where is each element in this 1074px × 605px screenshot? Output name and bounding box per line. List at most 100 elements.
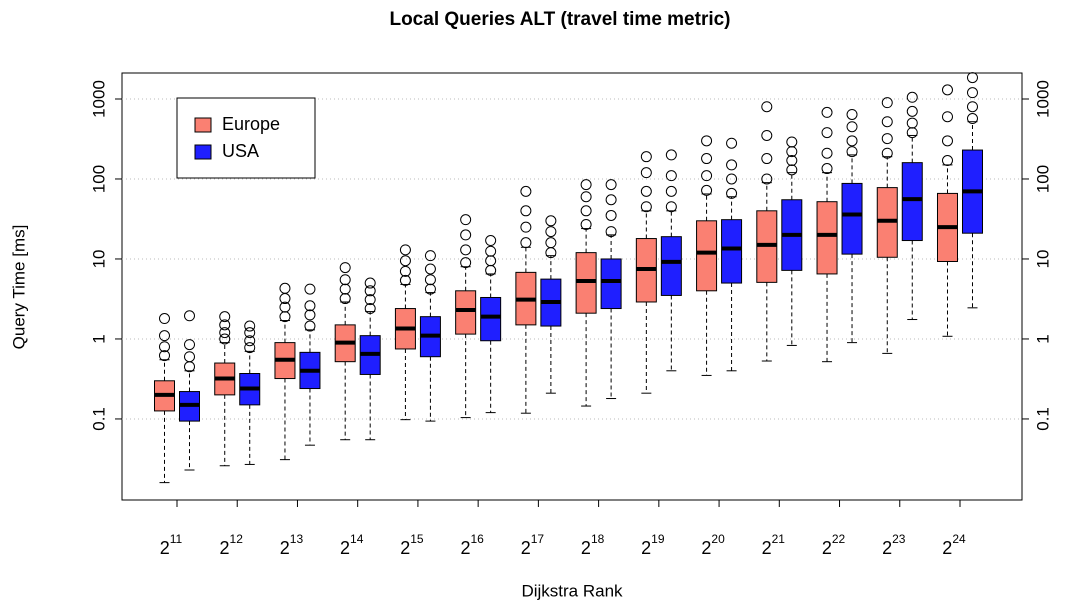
tick-base: 2 <box>701 538 711 558</box>
x-tick-label: 222 <box>822 532 846 558</box>
outlier <box>399 244 411 256</box>
outlier <box>605 194 617 206</box>
x-tick-label: 217 <box>521 532 545 558</box>
box <box>480 296 502 342</box>
outlier <box>821 106 833 118</box>
outlier <box>605 179 617 191</box>
outlier <box>520 237 532 249</box>
x-tick-label: 218 <box>581 532 605 558</box>
outlier <box>701 170 713 182</box>
y-tick-label: 100 <box>89 165 108 193</box>
outlier <box>761 173 773 185</box>
outlier <box>966 113 978 125</box>
y2-tick-label: 0.1 <box>1033 407 1052 431</box>
outlier <box>545 226 557 238</box>
legend-label: Europe <box>222 114 280 134</box>
outlier <box>279 301 291 313</box>
outlier <box>424 263 436 275</box>
outlier <box>304 283 316 295</box>
outlier <box>339 262 351 274</box>
outlier <box>304 320 316 332</box>
tick-base: 2 <box>762 538 772 558</box>
outlier <box>244 335 256 347</box>
outlier <box>906 91 918 103</box>
outlier <box>846 135 858 147</box>
outlier <box>184 339 195 351</box>
x-tick-label: 215 <box>400 532 424 558</box>
outlier <box>424 250 436 262</box>
x-tick-label: 213 <box>280 532 304 558</box>
tick-exponent: 11 <box>170 532 183 546</box>
outlier <box>665 170 677 182</box>
x-tick-label: 221 <box>762 532 786 558</box>
tick-exponent: 20 <box>711 532 725 546</box>
box <box>721 219 743 284</box>
outlier <box>364 303 376 315</box>
outlier <box>881 97 893 109</box>
box <box>816 201 838 275</box>
outlier <box>460 214 472 226</box>
outlier <box>665 149 677 161</box>
outlier <box>244 327 256 339</box>
outlier <box>701 184 713 196</box>
outlier <box>399 274 411 286</box>
tick-base: 2 <box>160 538 170 558</box>
outlier <box>485 255 497 267</box>
outlier <box>364 277 376 289</box>
outlier <box>520 221 532 233</box>
box <box>455 290 477 335</box>
outlier <box>219 319 231 331</box>
y2-tick-label: 100 <box>1033 165 1052 193</box>
outlier <box>184 351 195 363</box>
outlier <box>399 255 411 267</box>
tick-base: 2 <box>521 538 531 558</box>
x-tick-label: 219 <box>641 532 665 558</box>
outlier <box>761 101 773 113</box>
outlier <box>580 191 592 203</box>
tick-base: 2 <box>280 538 290 558</box>
box <box>841 182 863 255</box>
outlier <box>941 135 953 147</box>
outlier <box>605 209 617 221</box>
outlier <box>184 361 195 373</box>
outlier <box>881 133 893 145</box>
outlier <box>159 341 170 353</box>
outlier <box>279 282 291 294</box>
outlier <box>640 167 652 179</box>
tick-base: 2 <box>340 538 350 558</box>
x-axis-label: Dijkstra Rank <box>521 581 623 600</box>
tick-exponent: 17 <box>531 532 545 546</box>
tick-base: 2 <box>400 538 410 558</box>
outlier <box>701 153 713 165</box>
y-tick-label: 0.1 <box>89 407 108 431</box>
y-tick-label: 1000 <box>89 80 108 118</box>
outlier <box>304 300 316 312</box>
outlier <box>159 313 170 325</box>
outlier <box>244 320 256 332</box>
legend-swatch <box>194 117 212 133</box>
outlier <box>786 136 798 148</box>
outlier <box>460 257 472 269</box>
outlier <box>520 205 532 217</box>
outlier <box>159 350 170 362</box>
box <box>600 258 622 310</box>
tick-base: 2 <box>220 538 230 558</box>
tick-exponent: 23 <box>892 532 906 546</box>
outlier <box>941 111 953 123</box>
outlier <box>580 179 592 191</box>
outlier <box>339 293 351 305</box>
box <box>660 236 682 296</box>
outlier <box>821 163 833 175</box>
outlier <box>485 235 497 247</box>
outlier <box>761 129 773 141</box>
outlier <box>941 155 953 167</box>
outlier <box>906 105 918 117</box>
outlier <box>424 283 436 295</box>
tick-base: 2 <box>942 538 952 558</box>
outlier <box>726 173 738 185</box>
outlier <box>184 310 195 322</box>
tick-exponent: 12 <box>230 532 244 546</box>
outlier <box>545 215 557 227</box>
outlier <box>665 185 677 197</box>
tick-exponent: 22 <box>832 532 846 546</box>
